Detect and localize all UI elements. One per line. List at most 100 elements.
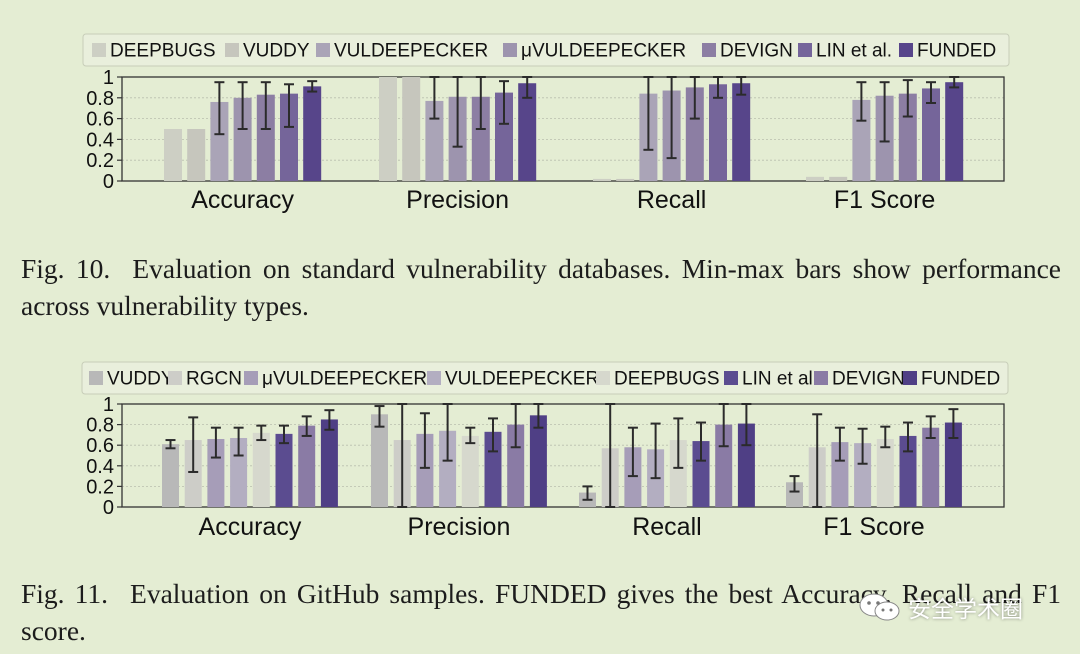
fig10-legend-swatch-devign: [702, 43, 716, 57]
fig10-ytick-label-4: 0.8: [86, 88, 114, 110]
fig10-bar-lin-et-al-recall: [709, 84, 727, 181]
fig10-axes-frame: [121, 76, 1005, 182]
fig10-bar-devign-f1-score: [898, 93, 917, 181]
caption-figure-10-label: Fig. 10.: [21, 253, 111, 284]
fig11-bar-μvuldeepecker-accuracy: [207, 439, 225, 507]
caption-figure-10-text: Evaluation on standard vulnerability dat…: [21, 253, 1062, 321]
fig10-bar-funded-f1-score: [945, 82, 964, 181]
fig10-bar-vuddy-recall: [616, 178, 635, 181]
fig11-bar-funded-accuracy: [320, 419, 338, 507]
fig11-legend-label-funded: FUNDED: [921, 369, 1000, 390]
fig11-xtick-label-recall: Recall: [632, 513, 701, 541]
fig11-bar-deepbugs-precision: [461, 435, 479, 507]
fig11-legend-label-vuddy: VUDDY: [107, 369, 174, 390]
fig10-xtick-label-accuracy: Accuracy: [191, 186, 294, 214]
fig10-bar-funded-accuracy: [303, 86, 322, 181]
watermark-text: 安全学术圈: [908, 597, 1023, 623]
fig10-bar-deepbugs-f1-score: [806, 176, 824, 181]
fig10-bar-funded-precision: [518, 83, 537, 181]
fig11-bar-devign-recall: [715, 424, 733, 507]
fig11-bar-funded-f1-score: [944, 422, 962, 507]
fig11-xtick-label-accuracy: Accuracy: [199, 513, 302, 541]
caption-figure-10: Fig. 10. Evaluation on standard vulnerabi…: [21, 250, 1061, 324]
figure-10: DEEPBUGS VUDDY VULDEEPECKER μVULDEEPECKER DE…: [0, 0, 1080, 234]
fig11-legend-swatch-lin-et-al: [724, 371, 738, 385]
caption-figure-11-funded-rest: UNDED: [510, 578, 607, 609]
fig11-bar-lin-et-al-f1-score: [899, 435, 917, 507]
fig11-bar-deepbugs-recall: [669, 440, 687, 507]
fig11-legend-label-vuldeepecker: VULDEEPECKER: [445, 369, 599, 390]
fig10-legend-label-lin-et-al: LIN et al.: [816, 41, 892, 62]
fig11-legend-label-devign: DEVIGN: [832, 369, 905, 390]
fig10-legend-label-vuddy: VUDDY: [243, 41, 310, 62]
fig10-bar-funded-recall: [732, 83, 751, 181]
fig11-legend-label-lin-et-al: LIN et al.: [742, 369, 818, 390]
fig11-legend-label-rgcn: RGCN: [186, 369, 242, 390]
fig10-ytick-label-5: 1: [103, 67, 114, 89]
fig11-bar-deepbugs-accuracy: [252, 432, 270, 507]
fig11-ytick-label-0: 0: [103, 497, 114, 519]
fig10-legend-swatch-lin-et-al: [798, 43, 812, 57]
fig10-bar-devign-accuracy: [256, 94, 275, 181]
fig10-legend-box: [82, 33, 1010, 67]
fig10-legend-label-deepbugs: DEEPBUGS: [110, 41, 216, 62]
fig10-ytick-label-3: 0.6: [86, 109, 114, 131]
caption-figure-11: Fig. 11. Evaluation on GitHub samples. FU…: [21, 575, 1061, 649]
fig11-legend-box: [81, 361, 1009, 395]
fig11-legend-swatch-rgcn: [168, 371, 182, 385]
fig10-legend-label-μvuldeepecker: μVULDEEPECKER: [521, 41, 686, 62]
fig10-xtick-label-precision: Precision: [406, 186, 509, 214]
fig11-xtick-label-precision: Precision: [408, 513, 511, 541]
caption-figure-11-text-a: Evaluation on GitHub samples.: [130, 578, 495, 609]
fig11-legend-swatch-devign: [814, 371, 828, 385]
watermark: 安全学术圈: [858, 590, 1023, 624]
fig11-ytick-label-1: 0.2: [86, 476, 114, 498]
fig10-bar-vuldeepecker-precision: [425, 100, 444, 181]
fig11-legend-swatch-deepbugs: [596, 371, 610, 385]
fig10-bar-deepbugs-accuracy: [164, 129, 182, 181]
fig10-ytick-label-0: 0: [103, 171, 114, 193]
fig11-ytick-label-2: 0.4: [86, 456, 114, 478]
fig10-legend-label-vuldeepecker: VULDEEPECKER: [334, 41, 488, 62]
fig10-bar-vuddy-f1-score: [829, 176, 848, 181]
fig10-legend-swatch-vuldeepecker: [316, 43, 330, 57]
fig10-bar-deepbugs-recall: [593, 178, 611, 181]
fig10-legend-swatch-vuddy: [225, 43, 239, 57]
fig11-bar-μvuldeepecker-precision: [416, 433, 434, 507]
fig11-legend-label-μvuldeepecker: μVULDEEPECKER: [262, 369, 427, 390]
chart-figure-11: VUDDY RGCN μVULDEEPECKER VULDEEPECKER DEEPBU…: [81, 361, 1009, 541]
fig10-bar-lin-et-al-f1-score: [922, 88, 940, 181]
fig11-legend-swatch-funded: [903, 371, 917, 385]
fig10-xtick-label-recall: Recall: [637, 186, 706, 214]
fig10-bar-vuddy-accuracy: [187, 129, 206, 181]
fig11-bar-vuddy-accuracy: [162, 444, 179, 507]
fig10-legend-label-funded: FUNDED: [917, 41, 996, 62]
fig11-bar-μvuldeepecker-recall: [624, 447, 642, 507]
fig10-bar-deepbugs-precision: [379, 77, 397, 181]
fig11-bar-μvuldeepecker-f1-score: [831, 442, 849, 507]
wechat-icon: [859, 593, 900, 621]
fig10-legend-label-devign: DEVIGN: [720, 41, 793, 62]
fig10-bar-devign-precision: [471, 96, 490, 181]
fig11-bar-vuddy-precision: [371, 414, 388, 507]
fig11-bar-rgcn-accuracy: [184, 440, 202, 507]
fig11-ytick-label-3: 0.6: [86, 435, 114, 457]
fig10-ytick-label-2: 0.4: [86, 129, 114, 151]
fig10-legend-swatch-deepbugs: [92, 43, 106, 57]
caption-figure-11-label: Fig. 11.: [21, 578, 109, 609]
fig11-bar-vuddy-f1-score: [786, 482, 803, 507]
fig10-bar-μvuldeepecker-accuracy: [233, 97, 252, 181]
fig11-bar-devign-accuracy: [298, 425, 316, 507]
fig10-xtick-label-f1-score: F1 Score: [834, 186, 935, 214]
fig11-legend-swatch-vuldeepecker: [427, 371, 441, 385]
fig11-bar-lin-et-al-accuracy: [275, 433, 293, 507]
fig11-legend-swatch-vuddy: [89, 371, 103, 385]
fig11-bar-vuldeepecker-precision: [439, 430, 457, 507]
fig11-bar-vuldeepecker-f1-score: [854, 443, 872, 507]
fig10-legend-swatch-μvuldeepecker: [503, 43, 517, 57]
fig11-bar-lin-et-al-recall: [692, 441, 710, 507]
fig11-axes-frame: [121, 403, 1005, 508]
fig11-ytick-label-4: 0.8: [86, 415, 114, 437]
fig11-bar-deepbugs-f1-score: [876, 439, 894, 507]
fig11-ytick-label-5: 1: [103, 394, 114, 416]
